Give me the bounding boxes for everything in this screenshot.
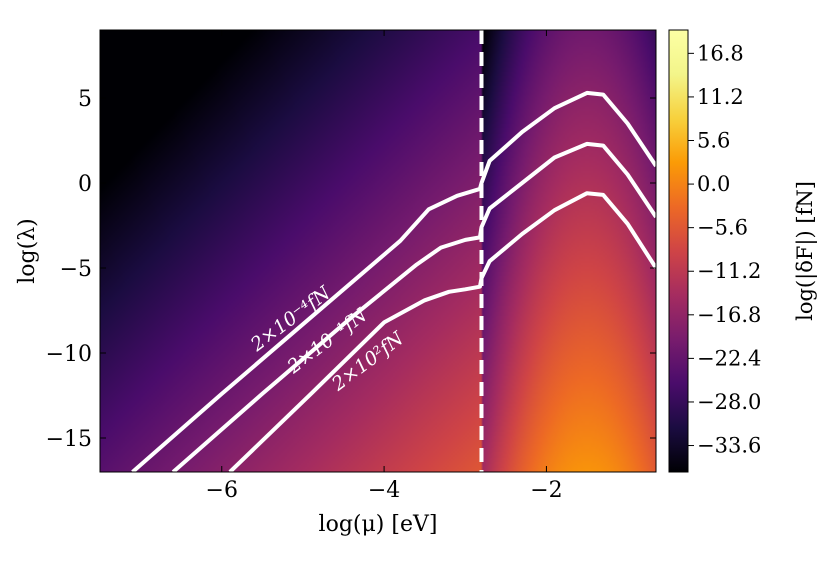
y-axis-label: log(λ): [15, 218, 40, 283]
x-tick-label: −6: [206, 478, 238, 503]
colorbar-tick-label: 0.0: [697, 172, 730, 196]
colorbar-tick-label: 16.8: [697, 41, 744, 65]
heatmap-image: [100, 30, 656, 472]
x-tick-label: −4: [368, 478, 400, 503]
colorbar-label: log(|δF|) [fN]: [793, 181, 818, 321]
colorbar-tick-label: −33.6: [697, 434, 761, 458]
colorbar-tick-label: 5.6: [697, 129, 730, 153]
x-axis-label: log(μ) [eV]: [319, 512, 438, 537]
heatmap: [100, 30, 656, 472]
contour-line: [171, 141, 656, 472]
y-tick-label: −5: [60, 257, 92, 282]
colorbar-tick-label: 11.2: [697, 85, 744, 109]
colorbar-tick-label: −11.2: [697, 259, 761, 283]
colorbar: [668, 29, 689, 473]
x-tick-label: −2: [530, 478, 562, 503]
y-tick-label: 5: [78, 87, 92, 112]
colorbar-tick-label: −22.4: [697, 346, 761, 370]
contour-line: [131, 90, 656, 472]
plot-frame: [99, 29, 657, 473]
y-tick-label: 0: [78, 172, 92, 197]
y-axis-ticks: 5 0 −5 −10 −15: [46, 87, 656, 452]
colorbar-tick-label: −28.0: [697, 390, 761, 414]
colorbar-tick-label: −5.6: [697, 216, 748, 240]
y-tick-label: −10: [46, 342, 92, 367]
colorbar-ticks: 16.8 11.2 5.6 0.0 −5.6 −11.2 −16.8 −22.4 −28.0 −3…: [688, 41, 761, 458]
x-axis-ticks: −6 −4 −2: [206, 30, 563, 503]
y-tick-label: −15: [46, 427, 92, 452]
colorbar-tick-label: −16.8: [697, 303, 761, 327]
